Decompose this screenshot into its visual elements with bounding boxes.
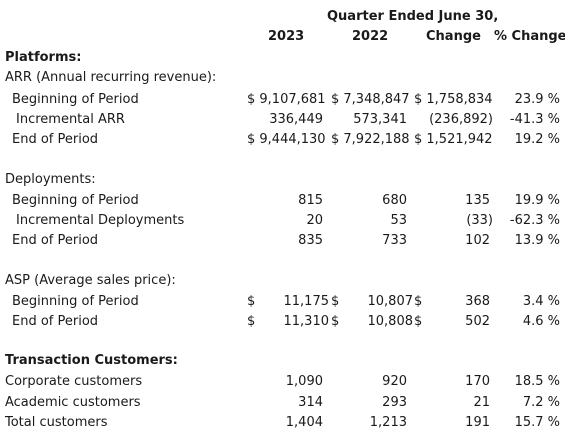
cell-change: 135 (465, 193, 490, 208)
cell-2023: 20 (306, 213, 323, 228)
row-label: Beginning of Period (12, 294, 139, 309)
header-group-title: Quarter Ended June 30, (327, 9, 499, 24)
cell-pct: 3.4 % (522, 294, 560, 309)
cell-change: (236,892) (429, 112, 493, 127)
section-title-customers: Transaction Customers: (5, 353, 178, 368)
cell-2022: 10,807 (367, 294, 414, 309)
row-label: End of Period (12, 132, 99, 147)
cell-pct: 4.6 % (522, 314, 560, 329)
dollar-sign: $ (414, 294, 423, 309)
section-title-asp: ASP (Average sales price): (5, 273, 176, 288)
section-title-platforms: Platforms: (5, 50, 82, 65)
header-col-2022: 2022 (352, 29, 389, 44)
dollar-sign: $ (247, 314, 256, 329)
cell-2022: 920 (382, 374, 407, 389)
row-label: Total customers (5, 415, 108, 430)
cell-2023: 11,175 (283, 294, 330, 309)
cell-pct: 23.9 % (514, 92, 560, 107)
cell-pct: 19.2 % (514, 132, 560, 147)
cell-pct: 13.9 % (514, 233, 560, 248)
cell-change: 21 (473, 395, 490, 410)
dollar-sign: $ (331, 294, 340, 309)
cell-pct: 18.5 % (514, 374, 560, 389)
dollar-sign: $ (414, 314, 423, 329)
cell-2023: $ 9,107,681 (247, 92, 326, 107)
header-col-2023: 2023 (268, 29, 305, 44)
cell-2022: 53 (390, 213, 407, 228)
header-col-pct-change: % Change (494, 29, 565, 44)
cell-2022: $ 7,922,188 (331, 132, 410, 147)
cell-2022: 573,341 (353, 112, 407, 127)
cell-pct: 15.7 % (514, 415, 560, 430)
header-col-change: Change (426, 29, 481, 44)
cell-2023: 1,404 (285, 415, 323, 430)
cell-change: $ 1,521,942 (414, 132, 493, 147)
row-label: Corporate customers (5, 374, 143, 389)
row-label: Incremental Deployments (16, 213, 185, 228)
dollar-sign: $ (331, 314, 340, 329)
row-label: Incremental ARR (16, 112, 125, 127)
cell-pct: -62.3 % (509, 213, 560, 228)
cell-2023: 314 (298, 395, 323, 410)
cell-2022: 680 (382, 193, 407, 208)
row-label: End of Period (12, 233, 99, 248)
cell-pct: -41.3 % (509, 112, 560, 127)
cell-2023: $ 9,444,130 (247, 132, 326, 147)
cell-2022: 1,213 (369, 415, 407, 430)
row-label: Academic customers (5, 395, 141, 410)
subsection-title-arr: ARR (Annual recurring revenue): (5, 70, 217, 85)
row-label: Beginning of Period (12, 92, 139, 107)
cell-2023: 815 (298, 193, 323, 208)
cell-pct: 7.2 % (522, 395, 560, 410)
cell-change: (33) (466, 213, 493, 228)
cell-2023: 1,090 (285, 374, 323, 389)
row-label: Beginning of Period (12, 193, 139, 208)
cell-change: 191 (465, 415, 490, 430)
cell-2023: 11,310 (283, 314, 330, 329)
cell-2022: 293 (382, 395, 407, 410)
cell-2022: 733 (382, 233, 407, 248)
cell-2022: 10,808 (367, 314, 414, 329)
cell-pct: 19.9 % (514, 193, 560, 208)
row-label: End of Period (12, 314, 99, 329)
cell-2023: 835 (298, 233, 323, 248)
cell-change: 502 (465, 314, 490, 329)
section-title-deployments: Deployments: (5, 172, 96, 187)
dollar-sign: $ (247, 294, 256, 309)
cell-change: 170 (465, 374, 490, 389)
cell-2022: $ 7,348,847 (331, 92, 410, 107)
cell-2023: 336,449 (269, 112, 323, 127)
cell-change: $ 1,758,834 (414, 92, 493, 107)
cell-change: 102 (465, 233, 490, 248)
cell-change: 368 (465, 294, 490, 309)
